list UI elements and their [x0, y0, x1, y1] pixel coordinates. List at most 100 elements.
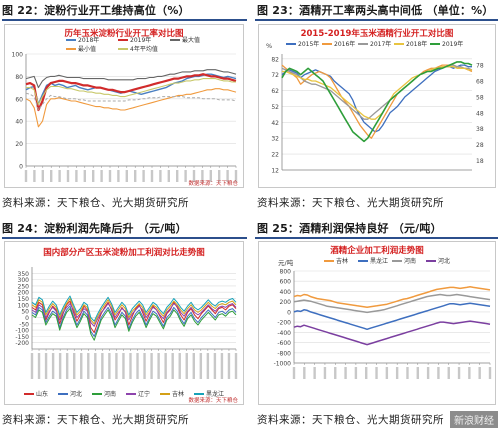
y-tick-label: 200: [18, 290, 30, 297]
y-tick-label: 0: [287, 309, 291, 316]
series-line-1: [293, 302, 491, 331]
x-tick-label: [176, 170, 179, 182]
x-tick-label: [234, 353, 238, 379]
y-tick-label: 800: [280, 269, 292, 276]
legend-label: 吉林: [172, 390, 184, 398]
chart-25-box: 酒精企业加工利润走势图 -1000 -800 -600 -400 -200 0 200 400 6…: [258, 241, 496, 405]
y-tick-label: 80: [15, 74, 23, 81]
x-tick-label: [206, 353, 210, 379]
x-tick-label: [108, 353, 111, 379]
legend-label: 2017年: [370, 40, 391, 48]
series-line-5: [25, 92, 237, 111]
x-tick-label: [50, 170, 53, 182]
legend-label: 4年平均值: [130, 45, 158, 53]
y-tick-label: -50: [19, 321, 29, 328]
y-tick-label: -1000: [274, 361, 292, 368]
x-tick-label: [395, 367, 399, 379]
chart-23-svg: 2015-2019年玉米酒精行业开工对比图 12 22 32 42 52 62 72 82 18 2…: [258, 24, 496, 188]
x-tick-label: [292, 367, 296, 379]
x-tick-label: [159, 170, 162, 182]
y-tick-label: 300: [18, 277, 30, 284]
x-tick-label: [220, 353, 224, 379]
x-tick-label: [313, 367, 316, 379]
y-tick-label: 72: [271, 72, 279, 79]
y-tick-label: 100: [18, 302, 30, 309]
x-tick-label: [134, 170, 137, 182]
x-tick-label: [201, 170, 204, 182]
y-tick-label: 350: [18, 271, 30, 278]
y-tick-label-right: 58: [476, 94, 484, 101]
x-tick-label: [218, 170, 221, 182]
x-tick-label: [457, 367, 461, 379]
x-tick-label: [150, 353, 153, 379]
series-line-4: [31, 298, 237, 325]
y-tick-label: -200: [15, 340, 29, 347]
x-tick-label: [426, 367, 430, 379]
x-tick-label: [199, 353, 203, 379]
x-tick-label: [108, 170, 112, 182]
x-tick-label: [136, 353, 139, 379]
x-tick-label: [66, 170, 70, 182]
chart-c22-layer: 历年玉米淀粉行业开工率对比图 0 20 40 60 80 100 2018年 2019年 最大值最…: [4, 24, 244, 188]
chart-frame: [4, 241, 244, 405]
y-tick-label-right: 38: [476, 126, 484, 133]
fig22-title: 图 22：淀粉行业开工维持高位（%）: [2, 4, 190, 17]
x-tick-label: [406, 367, 409, 379]
rule-right-bottom: [255, 237, 498, 239]
legend-label: 山东: [36, 390, 48, 398]
x-tick-label: [344, 367, 347, 379]
x-tick-label: [385, 367, 389, 379]
legend-label: 吉林: [336, 257, 348, 265]
y-tick-label: 150: [18, 296, 30, 303]
x-tick-label: [226, 170, 229, 182]
y-tick-label-right: 28: [476, 142, 484, 149]
x-tick-label: [80, 353, 83, 379]
legend-label: 黑龙江: [370, 257, 388, 265]
y-tick-label: 42: [271, 120, 279, 127]
chart-24-svg: 国内部分产区玉米淀粉加工利润对比走势图 -200-150-100-50050100…: [4, 241, 244, 405]
x-tick-label: [416, 367, 419, 379]
x-tick-label: [178, 353, 181, 379]
y-tick-label: 60: [15, 96, 23, 103]
legend-label: 2016年: [334, 40, 355, 48]
x-tick-label: [192, 170, 196, 182]
x-tick-label: [213, 353, 217, 379]
x-tick-label: [117, 170, 120, 182]
y-tick-label: 22: [271, 152, 279, 159]
y-tick-label: 62: [271, 88, 279, 95]
y-tick-label: -400: [277, 330, 291, 337]
x-tick-label: [157, 353, 160, 379]
chart-22-svg: 历年玉米淀粉行业开工率对比图 0 20 40 60 80 100 2018年 2019年 最大值最…: [4, 24, 244, 188]
chart-25-svg: 酒精企业加工利润走势图 -1000 -800 -600 -400 -200 0 200 400 6…: [258, 241, 496, 405]
y-tick-label: 82: [271, 56, 279, 63]
y-tick-label: 32: [271, 136, 279, 143]
x-tick-label: [478, 367, 481, 379]
series-line-2: [25, 69, 237, 89]
chart-c23-layer: 2015-2019年玉米酒精行业开工对比图 12 22 32 42 52 62 72 82 18 2…: [258, 24, 496, 188]
series-line-0: [293, 286, 491, 309]
chart-22-box: 历年玉米淀粉行业开工率对比图 0 20 40 60 80 100 2018年 2019年 最大值最…: [4, 24, 244, 188]
legend-label: 辽宁: [138, 390, 150, 398]
legend-label: 河南: [104, 390, 116, 398]
x-tick-label: [142, 170, 145, 182]
y-tick-label-right: 48: [476, 110, 484, 117]
x-tick-label: [75, 170, 78, 182]
x-tick-label: [234, 170, 238, 182]
y-tick-label-right: 78: [476, 63, 484, 70]
chart-c25-layer: 酒精企业加工利润走势图 -1000 -800 -600 -400 -200 0 200 400 6…: [258, 241, 496, 405]
y-tick-label: 20: [15, 141, 23, 148]
series-line-2: [293, 293, 491, 314]
chart-24-box: 国内部分产区玉米淀粉加工利润对比走势图 -200 -150 -100 -50 0 50 100…: [4, 241, 244, 405]
source-note-4: 资料来源：天下粮仓、光大期货研究所: [257, 414, 444, 426]
chart-c24-layer: 国内部分产区玉米淀粉加工利润对比走势图 -200-150-100-50050100…: [4, 241, 244, 405]
chart-23-box: 2015-2019年玉米酒精行业开工对比图 12 22 32 42 52 62 72 82 18 2…: [258, 24, 496, 188]
series-line-3: [31, 303, 237, 327]
series-line-1: [25, 73, 237, 112]
chart-frame: [258, 24, 496, 188]
y-tick-label: 40: [15, 119, 23, 126]
x-tick-label: [101, 353, 104, 379]
legend-label: 2019年: [130, 36, 151, 44]
legend-label: 2018年: [78, 36, 99, 44]
x-tick-label: [30, 353, 34, 379]
source-note-1: 资料来源：天下粮仓、光大期货研究所: [2, 197, 189, 209]
